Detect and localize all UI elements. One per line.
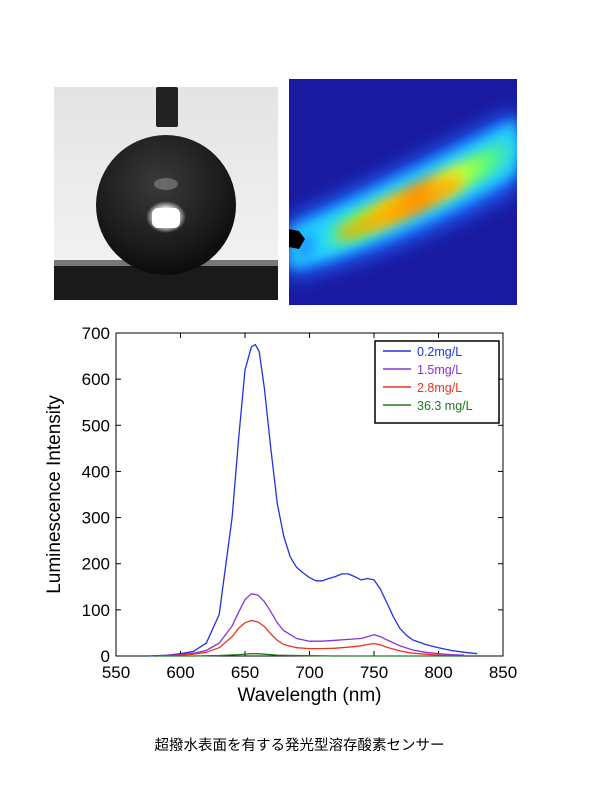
y-tick-label: 500 — [82, 416, 110, 435]
series-line-2 — [154, 619, 465, 657]
y-axis-label: Luminescence Intensity — [44, 395, 65, 594]
x-tick-label: 800 — [424, 663, 452, 682]
y-tick-label: 400 — [82, 462, 110, 481]
legend-label-1: 1.5mg/L — [417, 363, 462, 377]
probe-tip — [289, 229, 305, 249]
heatmap-core — [339, 174, 461, 241]
y-tick-label: 300 — [82, 509, 110, 528]
chart-series — [148, 343, 478, 657]
needle — [156, 87, 178, 127]
legend-label-3: 36.3 mg/L — [417, 399, 473, 413]
figure-caption: 超撥水表面を有する発光型溶存酸素センサー — [154, 738, 445, 754]
x-tick-label: 850 — [489, 663, 517, 682]
series-line-1 — [154, 593, 465, 657]
legend-label-2: 2.8mg/L — [417, 381, 462, 395]
luminescence-spectrum-chart: 550 600 650 700 750 800 850 0 100 200 300 400 500 600… — [44, 324, 517, 706]
chart-legend: 0.2mg/L 1.5mg/L 2.8mg/L 36.3 mg/L — [374, 340, 500, 424]
y-tick-label: 100 — [82, 601, 110, 620]
x-tick-label: 750 — [360, 663, 388, 682]
chart-axes: 550 600 650 700 750 800 850 0 100 200 300 400 500 600… — [44, 324, 517, 706]
x-tick-label: 600 — [166, 663, 194, 682]
luminescence-heatmap-image — [289, 79, 517, 305]
y-tick-label: 600 — [82, 370, 110, 389]
legend-box — [374, 340, 500, 424]
droplet-top-reflection — [154, 178, 178, 190]
legend-label-0: 0.2mg/L — [417, 345, 462, 359]
y-tick-label: 0 — [101, 647, 110, 666]
y-tick-label: 700 — [82, 324, 110, 343]
water-droplet-photo — [54, 87, 278, 300]
x-tick-label: 650 — [231, 663, 259, 682]
series-line-3 — [154, 653, 465, 657]
y-tick-label: 200 — [82, 555, 110, 574]
series-line-0 — [148, 343, 478, 657]
droplet-core-reflection — [152, 208, 180, 228]
x-tick-label: 550 — [102, 663, 130, 682]
x-axis-label: Wavelength (nm) — [238, 685, 382, 706]
x-tick-label: 700 — [295, 663, 323, 682]
